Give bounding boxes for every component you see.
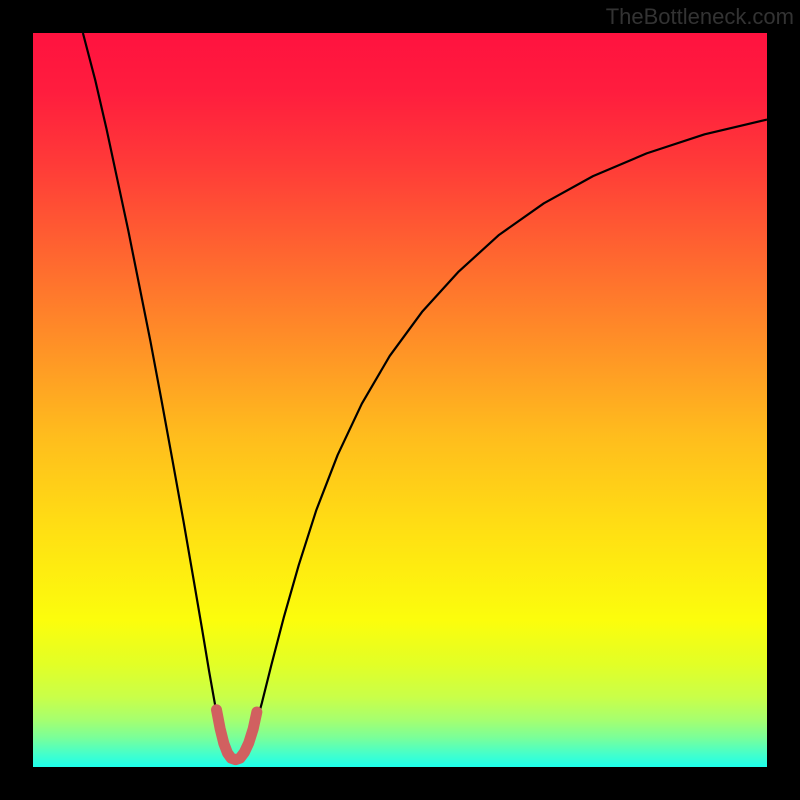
watermark-text: TheBottleneck.com xyxy=(606,4,794,30)
gradient-background xyxy=(33,33,767,767)
chart-svg xyxy=(0,0,800,800)
plot-area xyxy=(0,0,800,800)
frame: TheBottleneck.com xyxy=(0,0,800,800)
